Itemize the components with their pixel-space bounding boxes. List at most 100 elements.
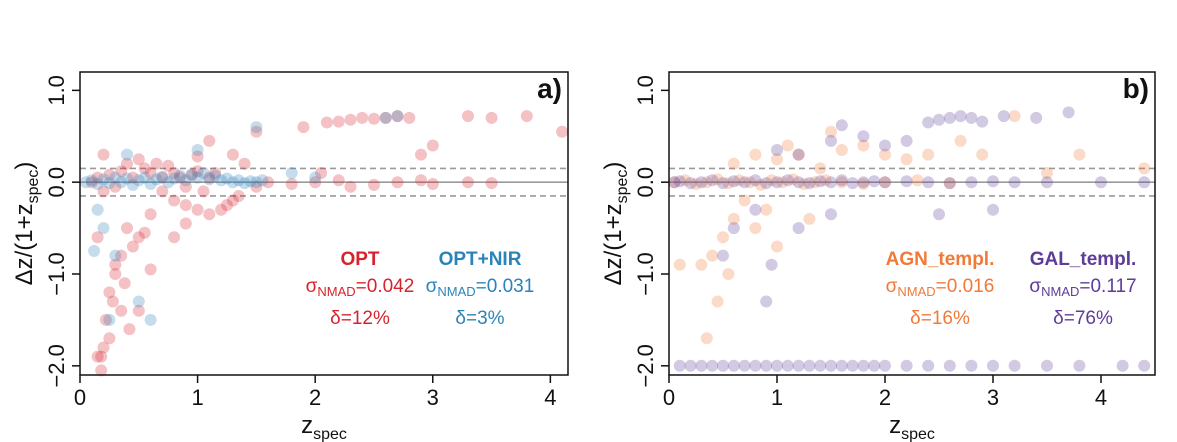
data-point	[121, 148, 133, 161]
data-point	[109, 249, 122, 262]
data-point	[379, 111, 392, 124]
data-point	[792, 222, 805, 235]
y-tick-label: −2.0	[633, 344, 658, 387]
sigma-nmad-label: σNMAD=0.042	[306, 276, 415, 299]
data-point	[771, 240, 783, 253]
data-point	[749, 222, 762, 235]
data-point	[803, 212, 816, 225]
x-tick-label: 4	[544, 385, 556, 410]
data-point	[221, 172, 233, 185]
data-point	[706, 174, 719, 187]
series-GAL_templ.	[668, 106, 1151, 372]
data-point	[215, 174, 228, 187]
data-point	[97, 341, 110, 354]
data-point	[285, 167, 298, 179]
data-point	[965, 176, 978, 189]
data-point	[415, 148, 427, 161]
data-point	[144, 178, 157, 190]
data-point	[803, 359, 816, 372]
data-point	[221, 199, 233, 212]
data-point	[976, 148, 989, 161]
data-point	[943, 177, 956, 190]
data-point	[132, 295, 145, 308]
data-point	[765, 258, 778, 271]
data-point	[121, 222, 133, 235]
delta-label: δ=12%	[330, 308, 390, 329]
data-point	[250, 121, 263, 134]
data-point	[209, 167, 222, 179]
data-point	[118, 277, 131, 290]
data-point	[426, 178, 439, 190]
data-point	[679, 174, 692, 187]
data-point	[197, 167, 210, 179]
x-tick-label: 4	[1095, 385, 1107, 410]
series-name-label: AGN_templ.	[886, 249, 995, 270]
series-name-label: GAL_templ.	[1030, 249, 1137, 270]
data-point	[197, 185, 210, 198]
data-point	[1008, 110, 1021, 123]
data-point	[138, 226, 151, 239]
data-point	[879, 139, 891, 152]
data-point	[97, 173, 110, 186]
y-tick-label: 0.0	[44, 167, 69, 198]
data-point	[191, 150, 204, 163]
x-axis-label: zspec	[889, 412, 935, 442]
data-point	[879, 148, 891, 161]
data-point	[91, 203, 104, 216]
data-point	[717, 231, 729, 244]
data-point	[987, 359, 999, 372]
data-point	[391, 176, 404, 189]
data-point	[965, 111, 978, 124]
data-point	[238, 177, 251, 190]
data-point	[309, 171, 322, 184]
data-point	[857, 130, 870, 143]
data-point	[162, 159, 175, 172]
data-point	[244, 175, 257, 188]
y-tick-label: −2.0	[44, 344, 69, 387]
data-point	[835, 144, 848, 156]
data-point	[97, 185, 110, 198]
data-point	[85, 174, 98, 187]
data-point	[115, 249, 128, 262]
data-point	[391, 110, 404, 123]
data-point	[857, 178, 870, 190]
data-point	[965, 359, 978, 372]
data-point	[673, 359, 686, 372]
delta-label: δ=3%	[455, 308, 504, 329]
data-point	[520, 110, 533, 123]
y-tick-label: 0.0	[633, 167, 658, 198]
data-point	[749, 148, 762, 161]
data-point	[109, 258, 122, 271]
data-point	[1062, 106, 1075, 119]
data-point	[185, 168, 198, 181]
data-point	[320, 116, 333, 129]
data-point	[922, 359, 935, 372]
data-point	[711, 295, 724, 308]
data-point	[1041, 167, 1053, 179]
data-point	[191, 144, 204, 156]
data-point	[103, 177, 116, 190]
data-point	[835, 176, 848, 189]
data-point	[695, 258, 708, 271]
data-point	[126, 178, 139, 191]
data-point	[309, 176, 322, 189]
panel-a: 0 1 2 3 4 −2.0 −1.0 0.0 1.0 zspec Δz/(1+zspec) a) OP…	[11, 71, 569, 442]
data-point	[744, 176, 756, 189]
data-point	[109, 268, 122, 280]
data-point	[250, 125, 263, 138]
data-point	[344, 113, 357, 126]
data-point	[997, 110, 1010, 123]
data-point	[771, 144, 783, 156]
data-point	[106, 295, 119, 308]
data-point	[857, 359, 870, 372]
delta-label: δ=76%	[1053, 308, 1113, 329]
data-point	[922, 116, 935, 129]
data-point	[717, 177, 729, 190]
data-point	[754, 178, 767, 191]
data-point	[262, 176, 275, 189]
data-point	[332, 174, 345, 187]
data-point	[462, 110, 474, 123]
data-point	[835, 359, 848, 372]
data-point	[315, 167, 328, 179]
data-point	[126, 171, 139, 184]
